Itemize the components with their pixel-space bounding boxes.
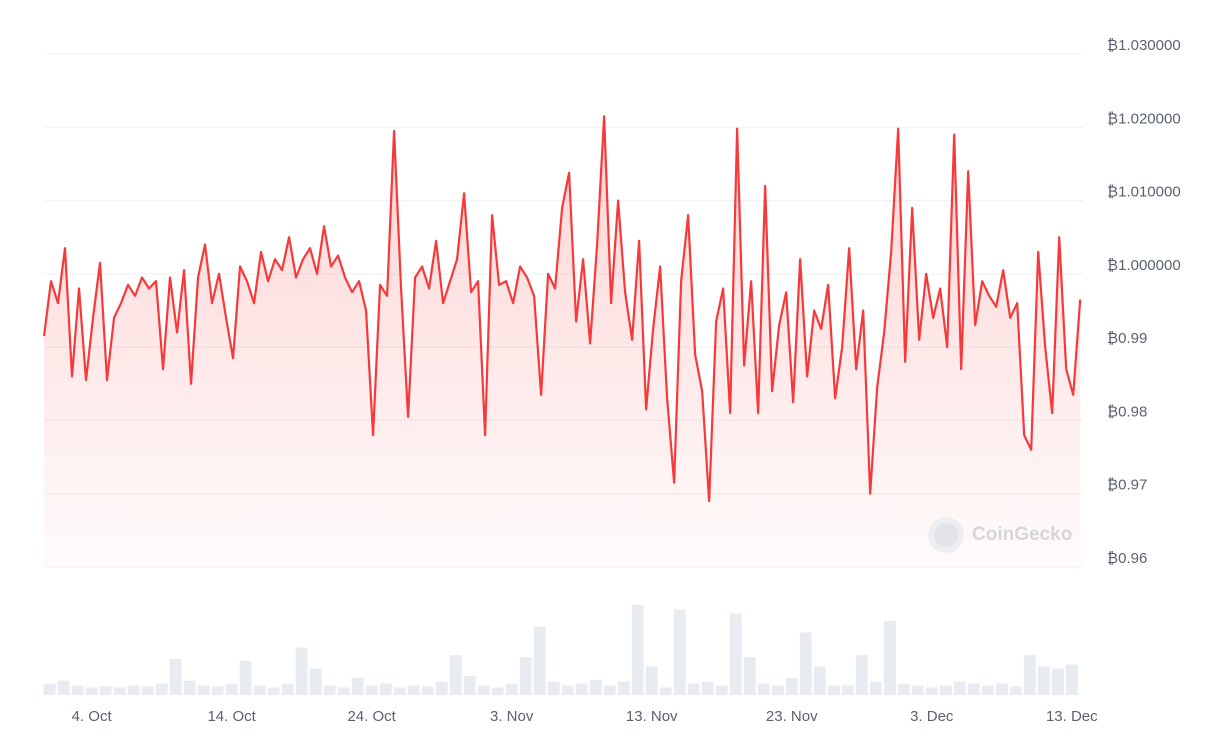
volume-bar bbox=[519, 657, 532, 695]
volume-bar bbox=[1023, 655, 1036, 695]
volume-bar bbox=[407, 685, 420, 695]
y-tick-label: ₿1.000000 bbox=[1107, 257, 1181, 274]
volume-bar bbox=[351, 677, 364, 695]
volume-bar bbox=[71, 685, 84, 695]
volume-bar bbox=[309, 668, 322, 695]
volume-bar bbox=[715, 685, 728, 695]
y-tick-label: ₿1.020000 bbox=[1107, 110, 1181, 127]
watermark-logo bbox=[928, 517, 964, 553]
volume-bar bbox=[337, 687, 350, 695]
volume-bar bbox=[533, 626, 546, 695]
volume-bar bbox=[897, 683, 910, 695]
volume-bar bbox=[449, 655, 462, 695]
y-tick-label: ₿0.96 bbox=[1107, 550, 1147, 567]
volume-bar bbox=[673, 609, 686, 695]
watermark: CoinGecko bbox=[972, 524, 1072, 545]
x-tick-label: 24. Oct bbox=[347, 708, 396, 725]
x-tick-label: 13. Nov bbox=[626, 708, 678, 725]
volume-bar bbox=[127, 685, 140, 695]
volume-bar bbox=[701, 681, 714, 695]
volume-bar bbox=[211, 686, 224, 695]
volume-bar bbox=[365, 685, 378, 695]
volume-bar bbox=[687, 683, 700, 695]
volume-bar bbox=[239, 660, 252, 695]
volume-bar bbox=[183, 680, 196, 695]
volume-bar bbox=[491, 687, 504, 695]
y-tick-label: ₿0.99 bbox=[1107, 330, 1147, 347]
volume-bar bbox=[281, 683, 294, 695]
y-tick-label: ₿0.97 bbox=[1107, 477, 1147, 494]
volume-bar bbox=[463, 676, 476, 695]
volume-bar bbox=[197, 685, 210, 695]
volume-bar bbox=[785, 677, 798, 695]
volume-bar bbox=[421, 686, 434, 695]
volume-bar bbox=[757, 683, 770, 695]
volume-bar bbox=[827, 685, 840, 695]
volume-bar bbox=[99, 686, 112, 695]
area bbox=[44, 116, 1081, 567]
volume-bar bbox=[1009, 686, 1022, 695]
volume-bar bbox=[911, 685, 924, 695]
volume-bar bbox=[295, 647, 308, 695]
volume-bar bbox=[435, 681, 448, 695]
volume-bar bbox=[869, 681, 882, 695]
volume-bar bbox=[813, 666, 826, 695]
y-tick-label: ₿1.010000 bbox=[1107, 184, 1181, 201]
volume-bar bbox=[1065, 664, 1078, 695]
volume-bar bbox=[267, 687, 280, 695]
y-tick-label: ₿0.98 bbox=[1107, 403, 1147, 420]
volume-bar bbox=[729, 613, 742, 695]
volume-bar bbox=[883, 620, 896, 695]
volume-bar bbox=[225, 683, 238, 695]
volume-bar bbox=[253, 685, 266, 695]
volume-bar bbox=[113, 687, 126, 695]
volume-bar bbox=[1037, 666, 1050, 695]
volume-bar bbox=[995, 683, 1008, 695]
volume-bar bbox=[659, 687, 672, 695]
volume-bar bbox=[603, 685, 616, 695]
volume-bar bbox=[141, 686, 154, 695]
volume-bar bbox=[547, 681, 560, 695]
volume-bar bbox=[43, 683, 56, 695]
volume-bar bbox=[561, 685, 574, 695]
x-tick-label: 23. Nov bbox=[766, 708, 818, 725]
x-tick-label: 3. Dec bbox=[910, 708, 954, 725]
volume-bar bbox=[645, 666, 658, 695]
volume-bar bbox=[981, 685, 994, 695]
x-tick-label: 14. Oct bbox=[207, 708, 256, 725]
volume-bar bbox=[631, 604, 644, 695]
volume-bar bbox=[617, 681, 630, 695]
volume-bar bbox=[393, 687, 406, 695]
volume-bar bbox=[925, 687, 938, 695]
volume-bar bbox=[855, 655, 868, 695]
y-tick-label: ₿1.030000 bbox=[1107, 37, 1181, 54]
volume-bar bbox=[379, 683, 392, 695]
volume-bar bbox=[57, 680, 70, 695]
x-tick-label: 3. Nov bbox=[490, 708, 534, 725]
x-tick-label: 13. Dec bbox=[1046, 708, 1098, 725]
volume-bar bbox=[967, 683, 980, 695]
volume-bar bbox=[799, 632, 812, 695]
volume-bar bbox=[589, 679, 602, 695]
volume-bar bbox=[743, 657, 756, 695]
volume-bar bbox=[155, 683, 168, 695]
x-tick-label: 4. Oct bbox=[72, 708, 113, 725]
volume-bar bbox=[323, 685, 336, 695]
volume-bar bbox=[85, 687, 98, 695]
volume-bar bbox=[575, 683, 588, 695]
price-line bbox=[42, 115, 1082, 503]
volume-bar bbox=[771, 685, 784, 695]
volume-bar bbox=[1051, 668, 1064, 695]
volume-bar bbox=[841, 685, 854, 695]
volume-bar bbox=[477, 685, 490, 695]
volume-bar bbox=[505, 683, 518, 695]
volume-bar bbox=[169, 658, 182, 695]
volume-bar bbox=[939, 685, 952, 695]
volume-bar bbox=[953, 681, 966, 695]
